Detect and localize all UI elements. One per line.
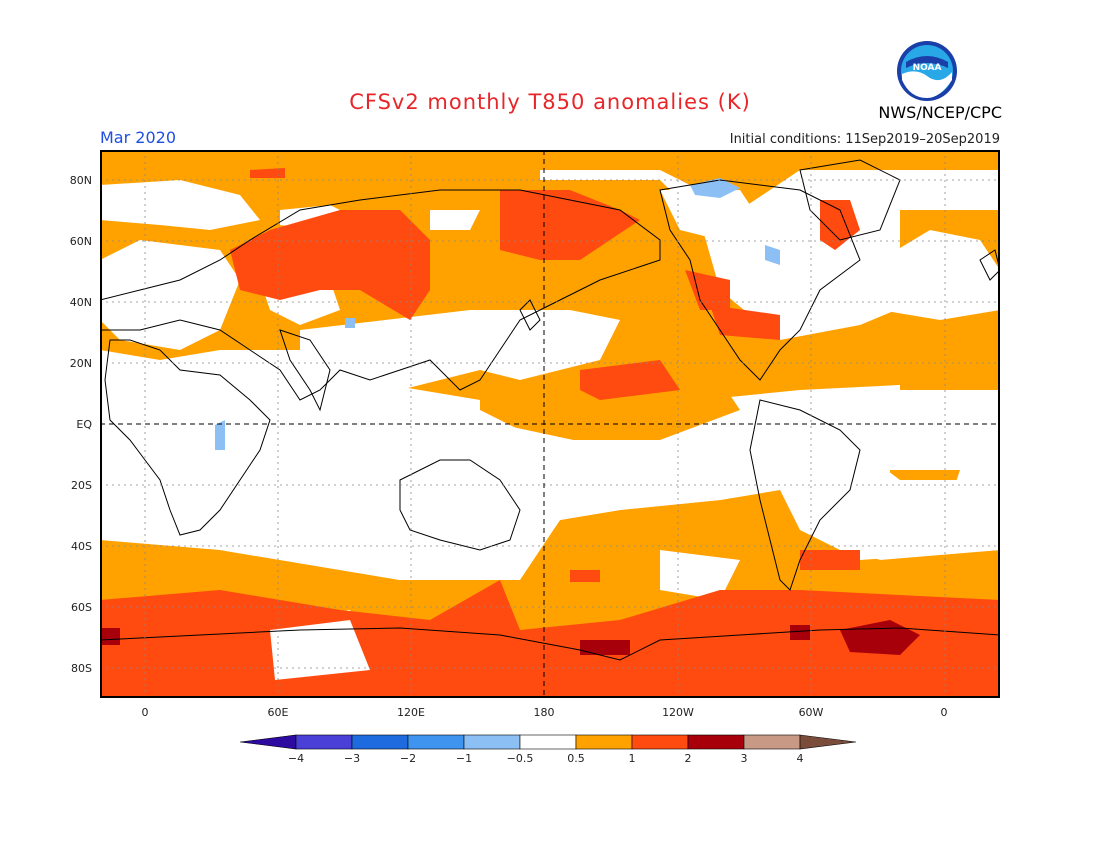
colorbar-cell: [351, 734, 409, 750]
lat-label: 80N: [69, 174, 92, 187]
colorbar: [240, 734, 857, 750]
map-title: CFSv2 monthly T850 anomalies (K): [349, 90, 751, 114]
colorbar-label: −2: [399, 752, 417, 765]
colorbar-label: 0.5: [567, 752, 585, 765]
lat-label: 80S: [71, 662, 92, 675]
lon-label: 0: [141, 706, 149, 719]
lat-label: EQ: [76, 418, 92, 431]
colorbar-label: 4: [796, 752, 804, 765]
lat-label: 20N: [69, 357, 92, 370]
lon-label: 120E: [397, 706, 425, 719]
logo-text: NOAA: [913, 63, 942, 73]
colorbar-cell: [295, 734, 353, 750]
noaa-logo: NOAA: [897, 41, 957, 101]
colorbar-label: −0.5: [506, 752, 534, 765]
lon-label: 60E: [267, 706, 289, 719]
lon-label: 180: [533, 706, 555, 719]
anomaly-map: [100, 150, 1000, 698]
colorbar-arrow-high: [799, 734, 857, 750]
lat-label: 40S: [71, 540, 92, 553]
colorbar-label: −1: [455, 752, 473, 765]
lon-label: 0: [940, 706, 948, 719]
map-frame: [100, 150, 1000, 698]
colorbar-label: −3: [343, 752, 361, 765]
lat-label: 40N: [69, 296, 92, 309]
colorbar-cell: [743, 734, 801, 750]
antarctic-neutral-patch: [270, 620, 370, 680]
colorbar-label: 1: [628, 752, 636, 765]
lat-label: 60N: [69, 235, 92, 248]
gridlines: [100, 150, 1000, 698]
lon-label: 120W: [662, 706, 694, 719]
valid-month: Mar 2020: [100, 128, 176, 147]
colorbar-cell: [575, 734, 633, 750]
agency-label: NWS/NCEP/CPC: [878, 103, 1002, 122]
colorbar-cell: [687, 734, 745, 750]
colorbar-cell: [463, 734, 521, 750]
colorbar-cell: [519, 734, 577, 750]
coastlines: [100, 159, 1000, 661]
initial-conditions: Initial conditions: 11Sep2019–20Sep2019: [729, 132, 1000, 147]
colorbar-cell: [631, 734, 689, 750]
colorbar-cell: [407, 734, 465, 750]
colorbar-label: 3: [740, 752, 748, 765]
lat-label: 60S: [71, 601, 92, 614]
colorbar-label: −4: [287, 752, 305, 765]
lat-label: 20S: [71, 479, 92, 492]
colorbar-label: 2: [684, 752, 692, 765]
lon-label: 60W: [798, 706, 824, 719]
colorbar-arrow-low: [240, 734, 297, 750]
